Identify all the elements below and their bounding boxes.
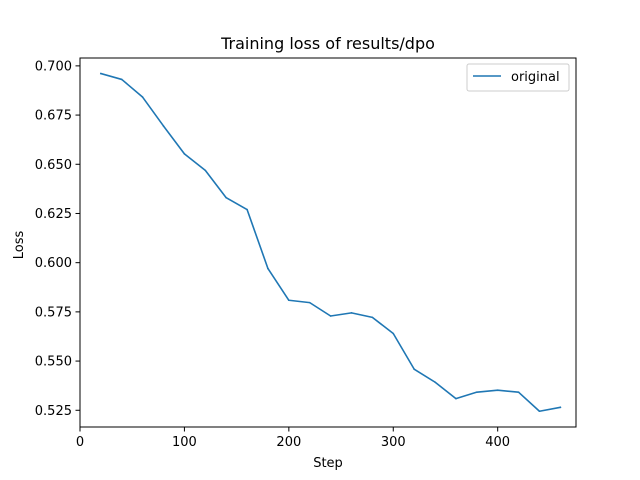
data-point [496, 389, 499, 392]
data-point [246, 208, 248, 211]
data-point [141, 96, 144, 98]
y-tick-label: 0.600 [35, 256, 72, 271]
data-point [308, 301, 311, 304]
data-point [476, 391, 478, 393]
x-tick-label: 0 [76, 435, 84, 450]
data-point [225, 196, 227, 199]
y-tick-label: 0.525 [35, 404, 72, 419]
x-tick-label: 300 [381, 435, 406, 450]
data-point [288, 299, 290, 302]
x-tick-label: 200 [276, 435, 301, 450]
y-axis-label: Loss [12, 231, 27, 260]
data-point [100, 72, 102, 75]
x-axis-label: Step [313, 456, 343, 471]
y-tick-label: 0.625 [35, 207, 72, 222]
data-point [329, 315, 332, 317]
y-tick-label: 0.575 [35, 305, 72, 320]
x-tick-label: 400 [485, 435, 510, 450]
y-tick-label: 0.675 [35, 109, 72, 124]
legend-box [466, 63, 570, 92]
y-tick-label: 0.650 [35, 158, 72, 173]
legend-label: original [511, 70, 560, 85]
axes-frame [79, 57, 577, 428]
data-point [517, 391, 520, 393]
data-point [120, 78, 123, 81]
data-point [559, 406, 562, 409]
legend: original [466, 63, 570, 92]
y-tick-label: 0.550 [35, 355, 72, 370]
data-point [538, 410, 541, 413]
data-point [434, 381, 436, 383]
chart-title: Training loss of results/dpo [220, 34, 435, 53]
data-point [371, 316, 374, 319]
data-point [455, 397, 457, 400]
data-point [267, 267, 269, 270]
plot-area: 0 100 200 300 400 0.525 0.550 0.575 0.600 0.625 0.… [35, 57, 577, 450]
data-point [350, 312, 353, 314]
data-point [413, 368, 415, 370]
x-tick-label: 100 [172, 435, 197, 450]
y-tick-label: 0.700 [35, 59, 72, 74]
data-point [204, 169, 207, 172]
data-point [392, 332, 395, 335]
data-point [162, 125, 165, 127]
data-point [183, 153, 186, 155]
